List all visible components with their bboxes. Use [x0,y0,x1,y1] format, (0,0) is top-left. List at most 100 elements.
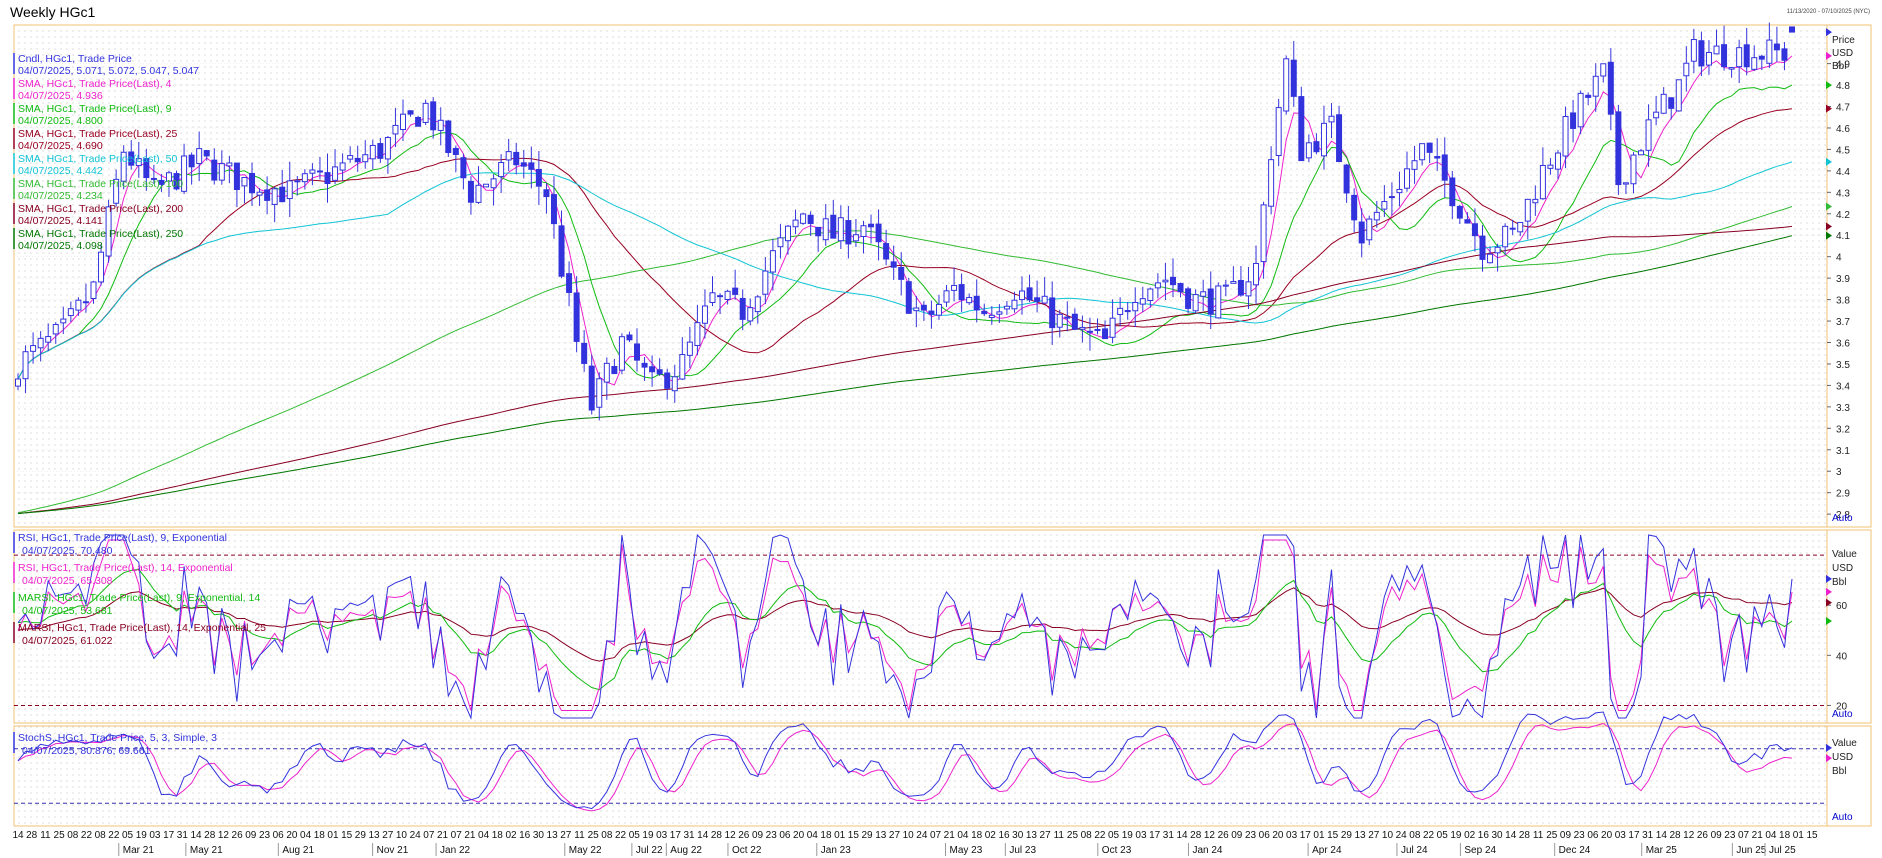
candle-body [1660,93,1667,114]
candle-body [1638,150,1645,156]
candle-body [928,310,935,315]
candle-body [1200,291,1207,297]
candle-body [845,220,852,245]
x-day-label: 18 [820,830,832,841]
candle-body [1207,288,1214,315]
x-day-label: 15 [341,830,353,841]
rsi-marker [1826,617,1832,626]
candle-body [1721,44,1728,68]
x-day-label: 05 [1108,830,1120,841]
price-axis-area[interactable] [1826,24,1872,528]
x-month-label: Oct 23 [1102,845,1132,856]
stoch-k-line [17,711,1793,810]
rsi-axis-area[interactable] [1826,529,1872,724]
x-day-label: 29 [355,830,367,841]
candle-body [22,351,29,380]
candle-body [717,295,724,298]
candle-body [1773,43,1780,51]
price-tick-label: 4.8 [1836,81,1850,92]
stoch-legend: StochS, HGc1, Trade Price, 5, 3, Simple,… [13,732,217,757]
candle-body [868,223,875,228]
price-marker [1826,222,1832,231]
stoch-panel[interactable] [13,725,1828,827]
candle-body [203,150,210,157]
x-day-label: 17 [1149,830,1161,841]
x-day-label: 04 [300,830,312,841]
x-day-label: 17 [163,830,175,841]
x-month-label: May 21 [190,845,223,856]
rsi-panel[interactable] [13,529,1828,724]
sma-line-250 [17,235,1793,515]
x-day-label: 02 [505,830,517,841]
candle-body [30,345,37,352]
stoch-axis-area[interactable] [1826,725,1872,827]
candle-body [754,296,761,313]
price-marker [1826,81,1832,90]
x-month-label: Jun 25 [1736,845,1766,856]
candle-body [1766,39,1773,64]
candle-body [1064,316,1071,319]
x-day-label: 08 [95,830,107,841]
axis-title-line: Price [1832,35,1855,46]
price-panel[interactable] [13,24,1828,528]
candle-body [1388,196,1395,199]
x-month-label: Apr 24 [1312,845,1342,856]
candle-body [60,318,67,324]
price-tick-label: 3.2 [1836,424,1850,435]
x-day-label: 08 [1409,830,1421,841]
auto-button: Auto [1832,812,1853,823]
x-day-label: 20 [793,830,805,841]
candle-body [890,261,897,268]
x-day-label: 13 [1026,830,1038,841]
candle-body [1502,225,1509,248]
candle-body [1102,328,1109,340]
legend-value: 04/07/2025, 53.681 [22,605,113,617]
x-day-label: 20 [286,830,298,841]
candle-body [973,295,980,311]
rsi-14-line [17,539,1793,711]
candle-body [883,243,890,260]
price-tick-label: 3.6 [1836,339,1850,350]
candle-body [241,176,248,187]
legend-value: 04/07/2025, 4.098 [18,240,103,252]
rsi-tick-label: 20 [1836,701,1848,712]
candle-body [784,225,791,242]
price-tick-label: 3.8 [1836,296,1850,307]
x-day-label: 09 [1231,830,1243,841]
x-day-label: 03 [1286,830,1298,841]
x-day-label: 21 [1752,830,1764,841]
candle-body [384,136,391,160]
x-month-label: Mar 21 [123,845,155,856]
candle-body [1419,143,1426,161]
candle-body [1139,298,1146,305]
price-tick-label: 3.1 [1836,446,1850,457]
x-day-label: 24 [1396,830,1408,841]
x-day-label: 19 [642,830,654,841]
price-tick-label: 4.7 [1836,103,1850,114]
x-day-label: 08 [601,830,613,841]
x-day-label: 19 [136,830,148,841]
candle-body [1320,122,1327,157]
stoch-lines [17,711,1793,812]
x-day-label: 05 [122,830,134,841]
candle-body [1124,310,1131,313]
candle-body [226,162,233,167]
x-axis-area[interactable] [14,827,1871,858]
candle-body [905,281,912,314]
x-month-label: Mar 25 [1646,845,1678,856]
candle-body [188,154,195,168]
candle-body [377,143,384,159]
candle-body [588,365,595,411]
x-day-label: 17 [1628,830,1640,841]
candle-body [520,162,527,167]
marsi-9-line [17,568,1793,691]
candle-body [150,177,157,180]
candle-body [98,251,105,283]
x-day-label: 23 [1245,830,1257,841]
auto-button: Auto [1832,709,1853,720]
x-day-label: 04 [807,830,819,841]
candle-body [407,110,414,115]
stoch-axis: Value USD Bbl Auto [1826,738,1857,823]
